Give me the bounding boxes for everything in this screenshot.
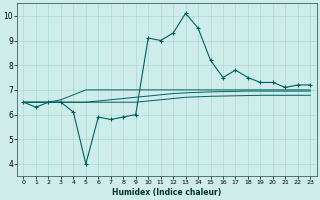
X-axis label: Humidex (Indice chaleur): Humidex (Indice chaleur) [112,188,221,197]
